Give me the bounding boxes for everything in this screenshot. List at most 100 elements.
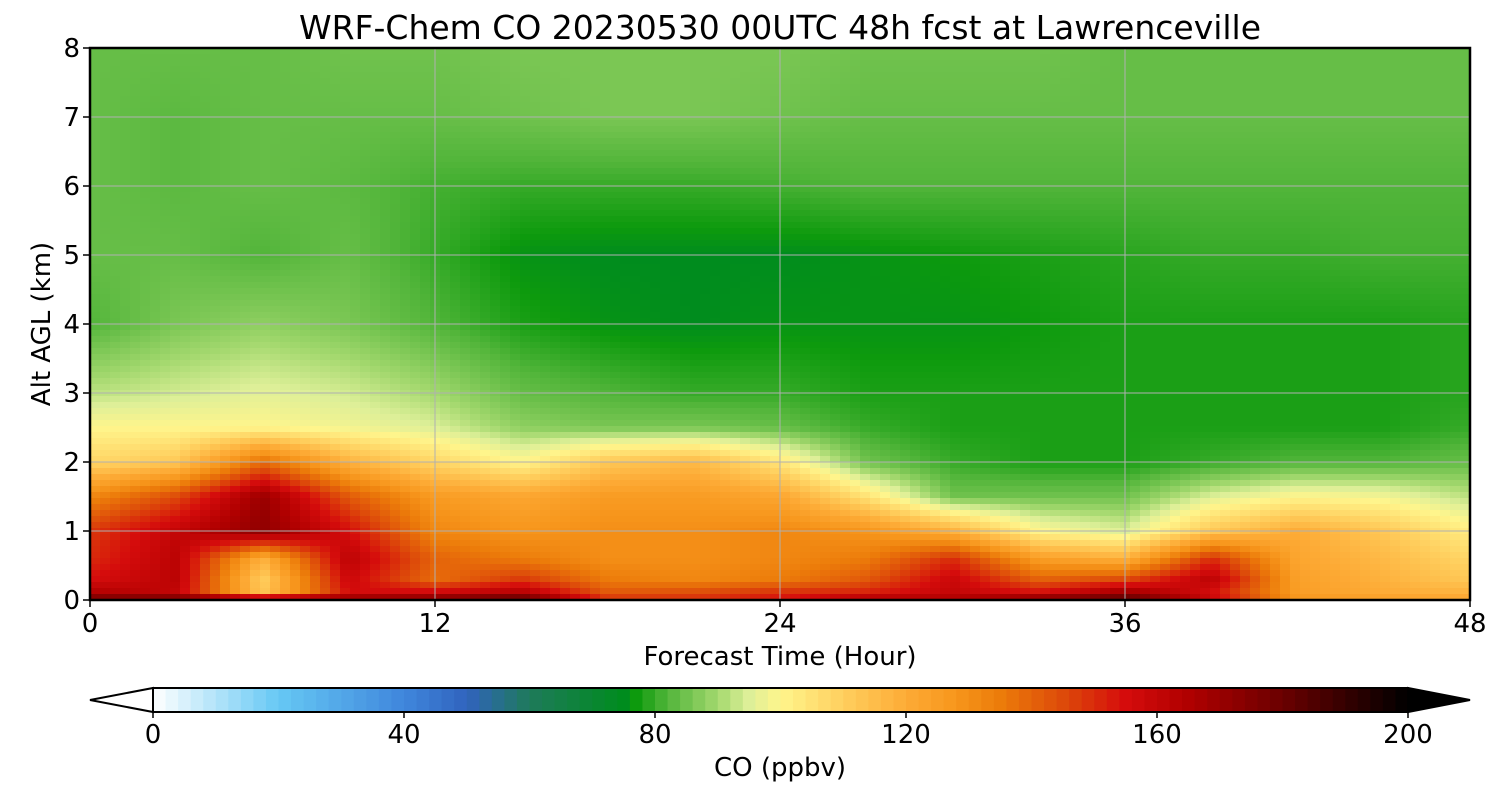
heat-cell	[510, 126, 521, 133]
heat-cell	[340, 174, 351, 181]
heat-cell	[620, 138, 631, 145]
heat-cell	[1220, 162, 1231, 169]
heat-cell	[450, 174, 461, 181]
heat-cell	[390, 216, 401, 223]
heat-cell	[580, 258, 591, 265]
heat-cell	[340, 144, 351, 151]
heat-cell	[550, 108, 561, 115]
heat-cell	[1010, 60, 1021, 67]
heat-cell	[1110, 216, 1121, 223]
heat-cell	[580, 222, 591, 229]
heat-cell	[1230, 246, 1241, 253]
heat-cell	[370, 120, 381, 127]
heat-cell	[1050, 108, 1061, 115]
heat-cell	[310, 54, 321, 61]
heat-cell	[110, 60, 121, 67]
heat-cell	[920, 90, 931, 97]
heat-cell	[1450, 126, 1461, 133]
heat-cell	[510, 48, 521, 55]
heat-cell	[140, 102, 151, 109]
heat-cell	[580, 126, 591, 133]
heat-cell	[1070, 96, 1081, 103]
heat-cell	[400, 162, 411, 169]
heat-cell	[410, 258, 421, 265]
heat-cell	[530, 96, 541, 103]
heat-cell	[310, 168, 321, 175]
heat-cell	[1150, 186, 1161, 193]
heat-cell	[1320, 240, 1331, 247]
heat-cell	[140, 156, 151, 163]
heat-cell	[530, 168, 541, 175]
heat-cell	[680, 72, 691, 79]
heat-cell	[1230, 234, 1241, 241]
heat-cell	[1170, 138, 1181, 145]
heat-cell	[620, 84, 631, 91]
heat-cell	[1390, 138, 1401, 145]
heat-cell	[640, 180, 651, 187]
heat-cell	[1290, 60, 1301, 67]
heat-cell	[130, 78, 141, 85]
heat-cell	[120, 264, 131, 271]
heat-cell	[440, 132, 451, 139]
heat-cell	[1340, 234, 1351, 241]
heat-cell	[1380, 102, 1391, 109]
heat-cell	[900, 54, 911, 61]
heat-cell	[520, 240, 531, 247]
heat-cell	[480, 108, 491, 115]
heat-cell	[1240, 108, 1251, 115]
heat-cell	[280, 180, 291, 187]
heat-cell	[900, 150, 911, 157]
heat-cell	[880, 96, 891, 103]
heat-cell	[1280, 192, 1291, 199]
heat-cell	[400, 78, 411, 85]
heat-cell	[150, 60, 161, 67]
heat-cell	[610, 228, 621, 235]
heat-cell	[570, 234, 581, 241]
heat-cell	[540, 102, 551, 109]
heat-cell	[450, 258, 461, 265]
heat-cell	[1210, 234, 1221, 241]
heat-cell	[580, 90, 591, 97]
heat-cell	[710, 54, 721, 61]
heat-cell	[760, 84, 771, 91]
heat-cell	[870, 174, 881, 181]
heat-cell	[1170, 240, 1181, 247]
heat-cell	[1000, 240, 1011, 247]
heat-cell	[1410, 210, 1421, 217]
heat-cell	[1110, 132, 1121, 139]
heat-cell	[270, 54, 281, 61]
heat-cell	[1210, 228, 1221, 235]
heat-cell	[780, 108, 791, 115]
heat-cell	[910, 96, 921, 103]
heat-cell	[620, 120, 631, 127]
heat-cell	[270, 138, 281, 145]
heat-cell	[410, 126, 421, 133]
heat-cell	[180, 234, 191, 241]
heat-cell	[580, 192, 591, 199]
heat-cell	[780, 84, 791, 91]
heat-cell	[1360, 216, 1371, 223]
heat-cell	[200, 144, 211, 151]
heat-cell	[1300, 138, 1311, 145]
heat-cell	[370, 198, 381, 205]
heat-cell	[1170, 156, 1181, 163]
heat-cell	[1290, 180, 1301, 187]
heat-cell	[850, 54, 861, 61]
heat-cell	[1360, 66, 1371, 73]
heat-cell	[620, 210, 631, 217]
heat-cell	[1280, 72, 1291, 79]
heat-cell	[310, 78, 321, 85]
heat-cell	[1060, 78, 1071, 85]
heat-cell	[840, 216, 851, 223]
heat-cell	[850, 186, 861, 193]
heat-cell	[1170, 96, 1181, 103]
heat-cell	[890, 204, 901, 211]
heat-cell	[1340, 156, 1351, 163]
heat-cell	[620, 216, 631, 223]
heat-cell	[360, 204, 371, 211]
heat-cell	[980, 246, 991, 253]
heat-cell	[440, 162, 451, 169]
heat-cell	[180, 174, 191, 181]
heat-cell	[680, 210, 691, 217]
heat-cell	[600, 66, 611, 73]
